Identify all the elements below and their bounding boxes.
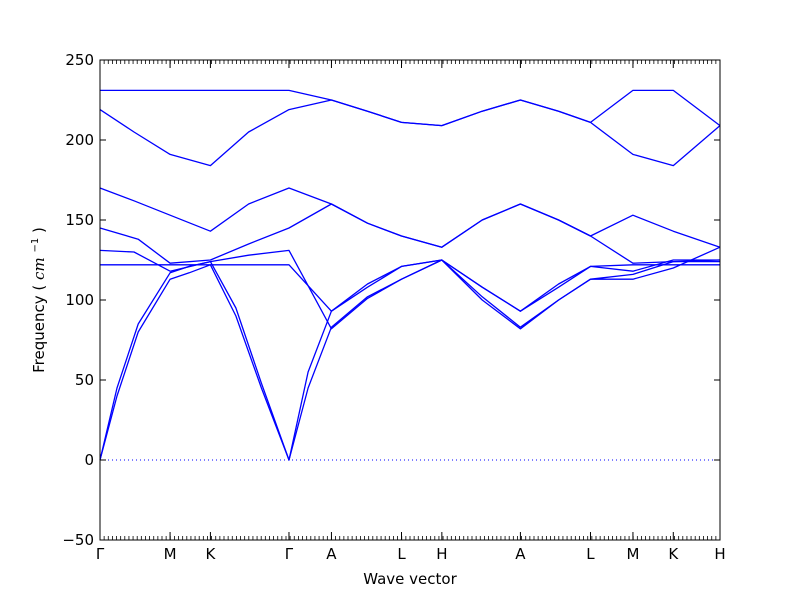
ytick-label: 0: [84, 451, 94, 469]
xtick-label: Γ: [285, 545, 294, 563]
y-axis-unit-exponent: −1: [30, 238, 41, 253]
ytick-label: 150: [65, 211, 94, 229]
y-axis-label-close-paren: ): [30, 227, 48, 233]
xtick-label: Γ: [96, 545, 105, 563]
ytick-label: 200: [65, 131, 94, 149]
xtick-label: K: [205, 545, 216, 563]
xtick-label: K: [668, 545, 679, 563]
y-axis-unit: cm: [30, 257, 48, 280]
xtick-label: A: [326, 545, 337, 563]
ytick-label: 250: [65, 51, 94, 69]
xtick-label: M: [626, 545, 639, 563]
y-axis-label: Frequency ( cm −1 ): [24, 227, 48, 373]
xtick-label: L: [586, 545, 595, 563]
xtick-label: H: [714, 545, 725, 563]
x-axis-label: Wave vector: [363, 570, 457, 588]
y-axis-label-open-paren: (: [30, 285, 48, 291]
band-line-6: [99, 187, 721, 248]
xtick-label: M: [164, 545, 177, 563]
xtick-label: H: [436, 545, 447, 563]
xtick-label: L: [397, 545, 406, 563]
y-axis-ticks: −50 0 50 100 150 200 250: [62, 51, 720, 549]
band-line-8: [100, 89, 721, 127]
series-layer: [99, 89, 721, 461]
y-axis-label-text: Frequency: [30, 295, 48, 373]
xtick-label: A: [515, 545, 526, 563]
ytick-label: −50: [62, 531, 94, 549]
ytick-label: 100: [65, 291, 94, 309]
band-line-4: [99, 246, 721, 330]
ytick-label: 50: [75, 371, 94, 389]
